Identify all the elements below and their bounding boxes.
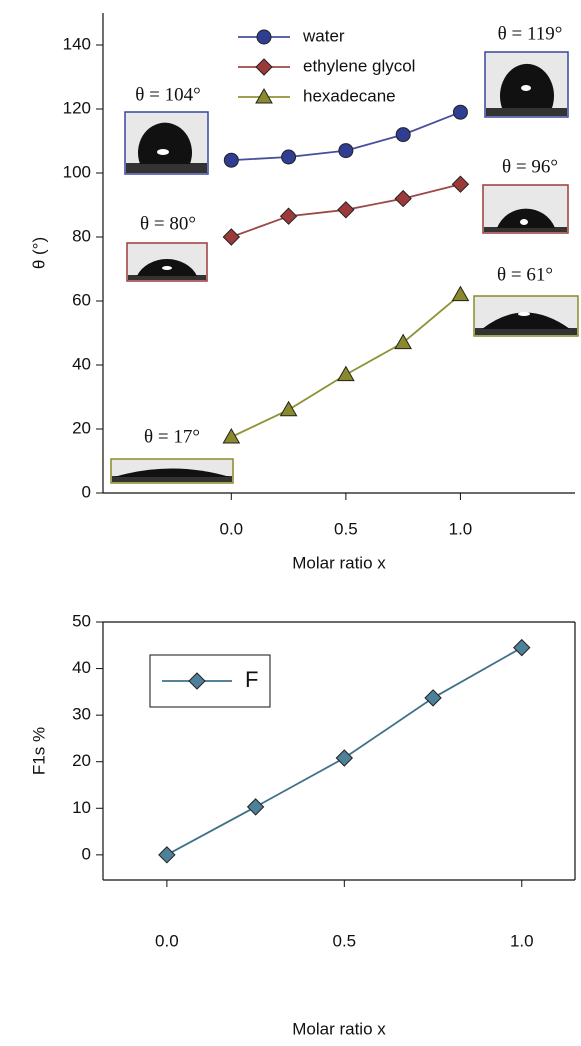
y-tick-label: 80 — [72, 226, 91, 245]
y-axis-title: F1s % — [29, 727, 48, 775]
droplet-images — [110, 51, 579, 484]
y-tick-label: 40 — [72, 658, 91, 677]
legend-label: water — [302, 26, 345, 45]
y-tick-label: 120 — [63, 98, 91, 117]
marker — [279, 207, 298, 225]
y-tick-label: 40 — [72, 354, 91, 373]
marker — [337, 365, 355, 382]
legend-label: ethylene glycol — [303, 56, 415, 75]
droplet-photo — [124, 111, 209, 175]
droplet-photo — [482, 184, 569, 234]
y-tick-label: 100 — [63, 162, 91, 181]
x-tick-label: 0.5 — [333, 931, 357, 950]
annotation: θ = 104° — [135, 84, 200, 105]
y-tick-label: 140 — [63, 34, 91, 53]
marker — [451, 175, 470, 193]
marker — [158, 846, 176, 864]
marker — [222, 228, 241, 246]
y-tick-label: 20 — [72, 418, 91, 437]
legend-marker — [188, 672, 206, 690]
x-tick-label: 1.0 — [449, 519, 473, 538]
y-tick-label: 0 — [82, 482, 91, 501]
marker — [335, 749, 354, 767]
legend-label: hexadecane — [303, 86, 396, 105]
legend-marker — [255, 58, 273, 76]
y-tick-label: 30 — [72, 705, 91, 724]
marker — [223, 152, 239, 168]
legend-box — [149, 654, 271, 708]
marker — [279, 400, 298, 417]
y-axis-title: θ (°) — [29, 237, 48, 269]
legend-marker — [256, 29, 272, 45]
annotation: θ = 96° — [502, 156, 558, 177]
marker — [246, 798, 265, 816]
droplet-photo — [473, 295, 579, 337]
y-tick-label: 0 — [82, 844, 91, 863]
x-axis-title: Molar ratio x — [292, 1019, 386, 1038]
annotation: θ = 80° — [140, 213, 196, 234]
y-tick-label: 50 — [72, 611, 91, 630]
marker — [394, 333, 413, 350]
marker — [338, 143, 354, 159]
x-tick-label: 0.0 — [219, 519, 243, 538]
x-axis-title: Molar ratio x — [292, 553, 386, 572]
x-tick-label: 0.0 — [155, 931, 179, 950]
marker — [394, 189, 412, 208]
marker — [513, 638, 531, 657]
marker — [337, 201, 355, 219]
annotation: θ = 61° — [497, 264, 553, 285]
y-tick-label: 10 — [72, 798, 91, 817]
droplet-photo — [110, 458, 234, 484]
droplet-photo — [484, 51, 569, 118]
marker — [424, 689, 442, 707]
x-tick-label: 1.0 — [510, 931, 534, 950]
legend-label: F — [245, 667, 258, 692]
annotation: θ = 17° — [144, 426, 200, 447]
annotation: θ = 119° — [498, 23, 563, 44]
y-tick-label: 20 — [72, 751, 91, 770]
marker — [395, 127, 411, 143]
y-tick-label: 60 — [72, 290, 91, 309]
marker — [222, 427, 241, 444]
marker — [281, 149, 297, 165]
marker — [452, 104, 468, 120]
x-tick-label: 0.5 — [334, 519, 358, 538]
marker — [451, 285, 470, 302]
droplet-photo — [126, 242, 208, 282]
legend-marker — [255, 87, 273, 104]
